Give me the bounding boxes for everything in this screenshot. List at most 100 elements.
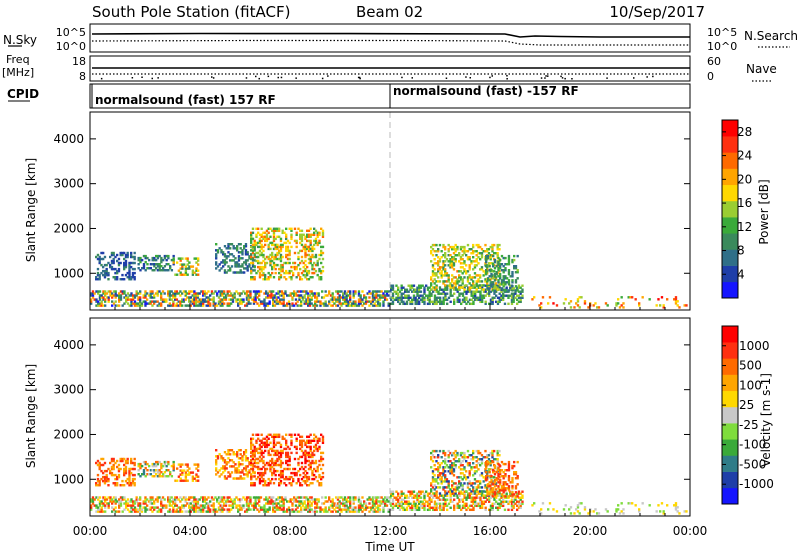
data-cell xyxy=(454,488,457,491)
data-cell xyxy=(320,278,323,281)
data-cell xyxy=(172,294,175,297)
data-cell xyxy=(459,476,463,479)
data-cell xyxy=(459,454,463,457)
data-cell xyxy=(458,492,461,495)
nsky-line xyxy=(91,32,690,38)
data-cell xyxy=(119,290,123,293)
data-cell xyxy=(224,296,228,299)
data-cell xyxy=(114,300,117,303)
data-cell xyxy=(426,296,430,300)
data-cell xyxy=(320,269,323,273)
data-cell xyxy=(463,286,466,289)
data-cell xyxy=(174,273,177,276)
data-cell xyxy=(321,229,325,233)
data-cell xyxy=(320,276,323,279)
data-cell xyxy=(492,285,495,288)
data-cell xyxy=(311,271,314,275)
data-cell xyxy=(126,271,129,275)
data-cell xyxy=(219,294,222,297)
data-cell xyxy=(505,496,508,499)
data-cell xyxy=(366,300,369,303)
data-cell xyxy=(414,300,417,304)
data-cell xyxy=(400,288,403,291)
data-cell xyxy=(272,298,275,301)
data-cell xyxy=(146,292,149,295)
data-cell xyxy=(161,496,165,499)
data-cell xyxy=(592,304,595,307)
data-cell xyxy=(300,443,304,447)
data-cell xyxy=(481,492,484,495)
data-cell xyxy=(91,292,95,295)
colorbar-tick-label: 8 xyxy=(737,244,745,258)
data-cell xyxy=(321,302,324,305)
data-cell xyxy=(267,276,270,279)
data-cell xyxy=(117,269,121,273)
data-cell xyxy=(307,463,311,467)
data-cell xyxy=(123,457,126,461)
data-cell xyxy=(130,251,133,255)
data-cell xyxy=(153,469,156,472)
data-cell xyxy=(109,461,112,465)
data-cell xyxy=(496,252,499,255)
data-cell xyxy=(594,302,597,305)
data-cell xyxy=(302,475,305,479)
data-cell xyxy=(484,302,487,306)
data-cell xyxy=(130,510,133,513)
data-cell xyxy=(504,275,507,278)
data-cell xyxy=(293,467,297,471)
data-cell xyxy=(243,451,246,454)
data-cell xyxy=(435,302,438,306)
data-cell xyxy=(456,488,459,491)
data-cell xyxy=(517,290,521,293)
data-cell xyxy=(188,298,191,301)
nave-label: Nave xyxy=(746,62,777,76)
data-cell xyxy=(95,496,98,499)
data-cell xyxy=(104,500,107,503)
data-cell xyxy=(318,239,321,243)
data-cell xyxy=(411,300,414,304)
data-cell xyxy=(250,253,253,256)
data-cell xyxy=(294,504,298,507)
data-cell xyxy=(512,506,515,510)
data-cell xyxy=(253,255,256,259)
data-cell xyxy=(437,250,440,253)
data-cell xyxy=(149,292,152,295)
data-cell xyxy=(179,473,182,476)
data-cell xyxy=(274,435,277,439)
data-cell xyxy=(326,294,329,297)
data-cell xyxy=(454,464,457,467)
data-cell xyxy=(456,494,459,497)
data-cell xyxy=(343,508,347,511)
data-cell xyxy=(249,302,252,305)
data-cell xyxy=(299,276,302,279)
data-cell xyxy=(158,460,161,464)
data-cell xyxy=(239,269,242,272)
data-cell xyxy=(463,494,466,497)
data-cell xyxy=(258,479,262,483)
data-cell xyxy=(156,510,159,513)
data-cell xyxy=(300,508,303,511)
data-cell xyxy=(314,508,317,511)
data-cell xyxy=(514,496,517,499)
data-cell xyxy=(463,468,466,471)
data-cell xyxy=(308,298,312,301)
data-cell xyxy=(335,300,338,303)
data-cell xyxy=(255,251,258,255)
data-cell xyxy=(304,267,307,271)
data-cell xyxy=(328,496,331,499)
data-cell xyxy=(311,469,314,473)
nave-dot xyxy=(131,77,134,79)
data-cell xyxy=(470,482,473,485)
data-cell xyxy=(121,484,124,487)
data-cell xyxy=(236,453,239,456)
data-cell xyxy=(336,304,340,307)
data-cell xyxy=(402,498,405,501)
data-cell xyxy=(479,500,482,503)
data-cell xyxy=(328,302,331,305)
data-cell xyxy=(431,472,435,475)
data-cell xyxy=(160,265,163,268)
data-cell xyxy=(218,453,221,456)
data-cell xyxy=(270,500,273,503)
data-cell xyxy=(514,296,517,300)
data-cell xyxy=(255,433,258,437)
